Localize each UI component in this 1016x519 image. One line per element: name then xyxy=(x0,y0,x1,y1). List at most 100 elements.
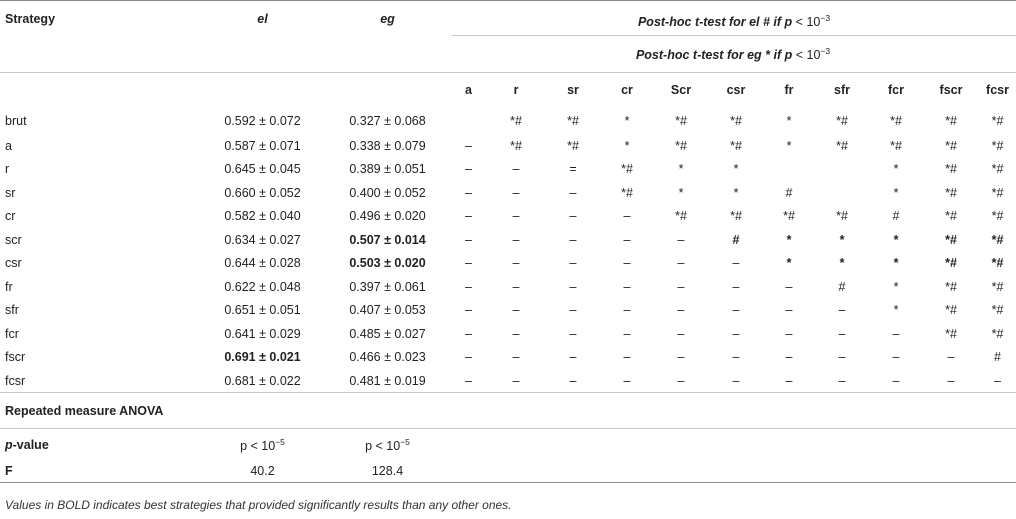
posthoc-cell: – xyxy=(512,209,520,224)
posthoc-cell: – xyxy=(892,326,900,341)
posthoc-cell: – xyxy=(732,373,740,388)
posthoc-cell: *# xyxy=(945,326,957,341)
el-value: 0.641 ± 0.029 xyxy=(224,326,301,341)
posthoc-cell: *# xyxy=(836,114,848,128)
table-row: fcsr 0.681 ± 0.022 0.481 ± 0.019 – – – – – – – – – –… xyxy=(0,369,1016,393)
posthoc-cell: – xyxy=(623,232,631,247)
posthoc-cell: – xyxy=(677,303,685,318)
posthoc-cell xyxy=(815,181,869,205)
posthoc-cell: – xyxy=(838,303,846,318)
posthoc-cell: – xyxy=(512,256,520,271)
results-table: Strategy el eg Post-hoc t-test for el # … xyxy=(0,0,1016,483)
posthoc-cell: # xyxy=(838,279,846,294)
strategy-label: csr xyxy=(5,256,22,271)
posthoc-cell: # xyxy=(892,209,900,224)
posthoc-cell: – xyxy=(892,373,900,388)
anova-eg-pvalue: p < 10−5 xyxy=(325,428,450,461)
posthoc-cell: *# xyxy=(991,114,1004,128)
posthoc-cell: *# xyxy=(675,209,687,224)
posthoc-cell: * xyxy=(839,232,845,247)
posthoc-cell xyxy=(815,158,869,182)
posthoc-cell: *# xyxy=(991,303,1004,318)
posthoc-cell: – xyxy=(785,279,793,294)
posthoc-cell: *# xyxy=(991,326,1004,341)
posthoc-cell: – xyxy=(785,326,793,341)
posthoc-cell: – xyxy=(623,373,631,388)
posthoc-cell: *# xyxy=(730,114,742,128)
posthoc-cell: *# xyxy=(567,114,579,128)
posthoc-cell: – xyxy=(569,373,577,388)
el-value: 0.587 ± 0.071 xyxy=(224,138,301,153)
posthoc-cell: – xyxy=(465,326,472,341)
posthoc-cell: – xyxy=(465,279,472,294)
posthoc-cell: *# xyxy=(567,138,579,153)
anova-title: Repeated measure ANOVA xyxy=(0,392,1016,429)
anova-eg-f: 128.4 xyxy=(325,460,450,483)
strategy-label: brut xyxy=(5,114,27,128)
table-row: r 0.645 ± 0.045 0.389 ± 0.051 – – = *# * * * *# *# xyxy=(0,158,1016,182)
posthoc-cell: – xyxy=(512,303,520,318)
anova-el-f: 40.2 xyxy=(200,460,325,483)
column-header-cr: cr xyxy=(601,71,653,108)
column-header-fcsr: fcsr xyxy=(979,71,1016,108)
eg-value: 0.466 ± 0.023 xyxy=(349,350,426,365)
strategy-label: r xyxy=(5,162,10,177)
column-header-sr: sr xyxy=(545,71,601,108)
posthoc-cell: – xyxy=(623,350,631,365)
posthoc-cell: *# xyxy=(510,114,522,128)
posthoc-cell: *# xyxy=(836,209,848,224)
posthoc-cell: – xyxy=(838,373,846,388)
posthoc-cell: *# xyxy=(991,185,1004,200)
header-strategy: Strategy xyxy=(0,0,200,36)
posthoc-cell: – xyxy=(465,185,472,200)
column-header-scr: Scr xyxy=(653,71,709,108)
posthoc-cell: * xyxy=(733,162,739,177)
el-value: 0.645 ± 0.045 xyxy=(224,162,301,177)
posthoc-cell: *# xyxy=(836,138,848,153)
posthoc-cell: *# xyxy=(991,232,1004,247)
header-el: el xyxy=(200,0,325,36)
eg-value: 0.496 ± 0.020 xyxy=(349,209,426,224)
el-value: 0.644 ± 0.028 xyxy=(224,256,301,271)
posthoc-cell: – xyxy=(465,162,472,177)
posthoc-cell: * xyxy=(893,303,899,318)
posthoc-cell: *# xyxy=(510,138,522,153)
posthoc-cell: *# xyxy=(890,114,902,128)
eg-value: 0.485 ± 0.027 xyxy=(349,326,426,341)
strategy-label: a xyxy=(5,138,12,153)
eg-value: 0.481 ± 0.019 xyxy=(349,373,426,388)
header-posthoc-eg: Post-hoc t-test for eg * if p < 10−3 xyxy=(635,45,831,62)
strategy-label: scr xyxy=(5,232,22,247)
table-row: sfr 0.651 ± 0.051 0.407 ± 0.053 – – – – – – – – * *#… xyxy=(0,299,1016,323)
posthoc-cell: *# xyxy=(890,138,902,153)
strategy-label: fr xyxy=(5,279,13,294)
posthoc-cell: – xyxy=(732,256,740,271)
posthoc-cell: – xyxy=(465,350,472,365)
posthoc-cell: *# xyxy=(621,185,633,200)
el-value: 0.634 ± 0.027 xyxy=(224,232,301,247)
strategy-label: sfr xyxy=(5,303,19,318)
posthoc-cell: – xyxy=(465,209,472,224)
el-value: 0.691 ± 0.021 xyxy=(224,350,301,365)
posthoc-cell: * xyxy=(893,162,899,177)
column-header-sfr: sfr xyxy=(815,71,869,108)
posthoc-cell: – xyxy=(677,373,685,388)
posthoc-cell: – xyxy=(892,350,900,365)
eg-value: 0.389 ± 0.051 xyxy=(349,162,426,177)
posthoc-cell: – xyxy=(512,373,520,388)
posthoc-cell xyxy=(450,108,487,134)
posthoc-cell: – xyxy=(465,373,472,388)
posthoc-cell: * xyxy=(893,232,899,247)
posthoc-cell: *# xyxy=(991,256,1004,271)
table-row: fcr 0.641 ± 0.029 0.485 ± 0.027 – – – – – – – – – *#… xyxy=(0,322,1016,346)
posthoc-cell: – xyxy=(947,373,955,388)
posthoc-cell: – xyxy=(512,185,520,200)
pvalue-label: p-value xyxy=(0,428,200,461)
posthoc-cell: = xyxy=(569,162,577,177)
header-eg: eg xyxy=(325,0,450,36)
posthoc-cell: *# xyxy=(945,232,957,247)
strategy-label: cr xyxy=(5,209,16,224)
el-value: 0.592 ± 0.072 xyxy=(224,114,301,128)
posthoc-cell: – xyxy=(569,326,577,341)
eg-value: 0.400 ± 0.052 xyxy=(349,185,426,200)
